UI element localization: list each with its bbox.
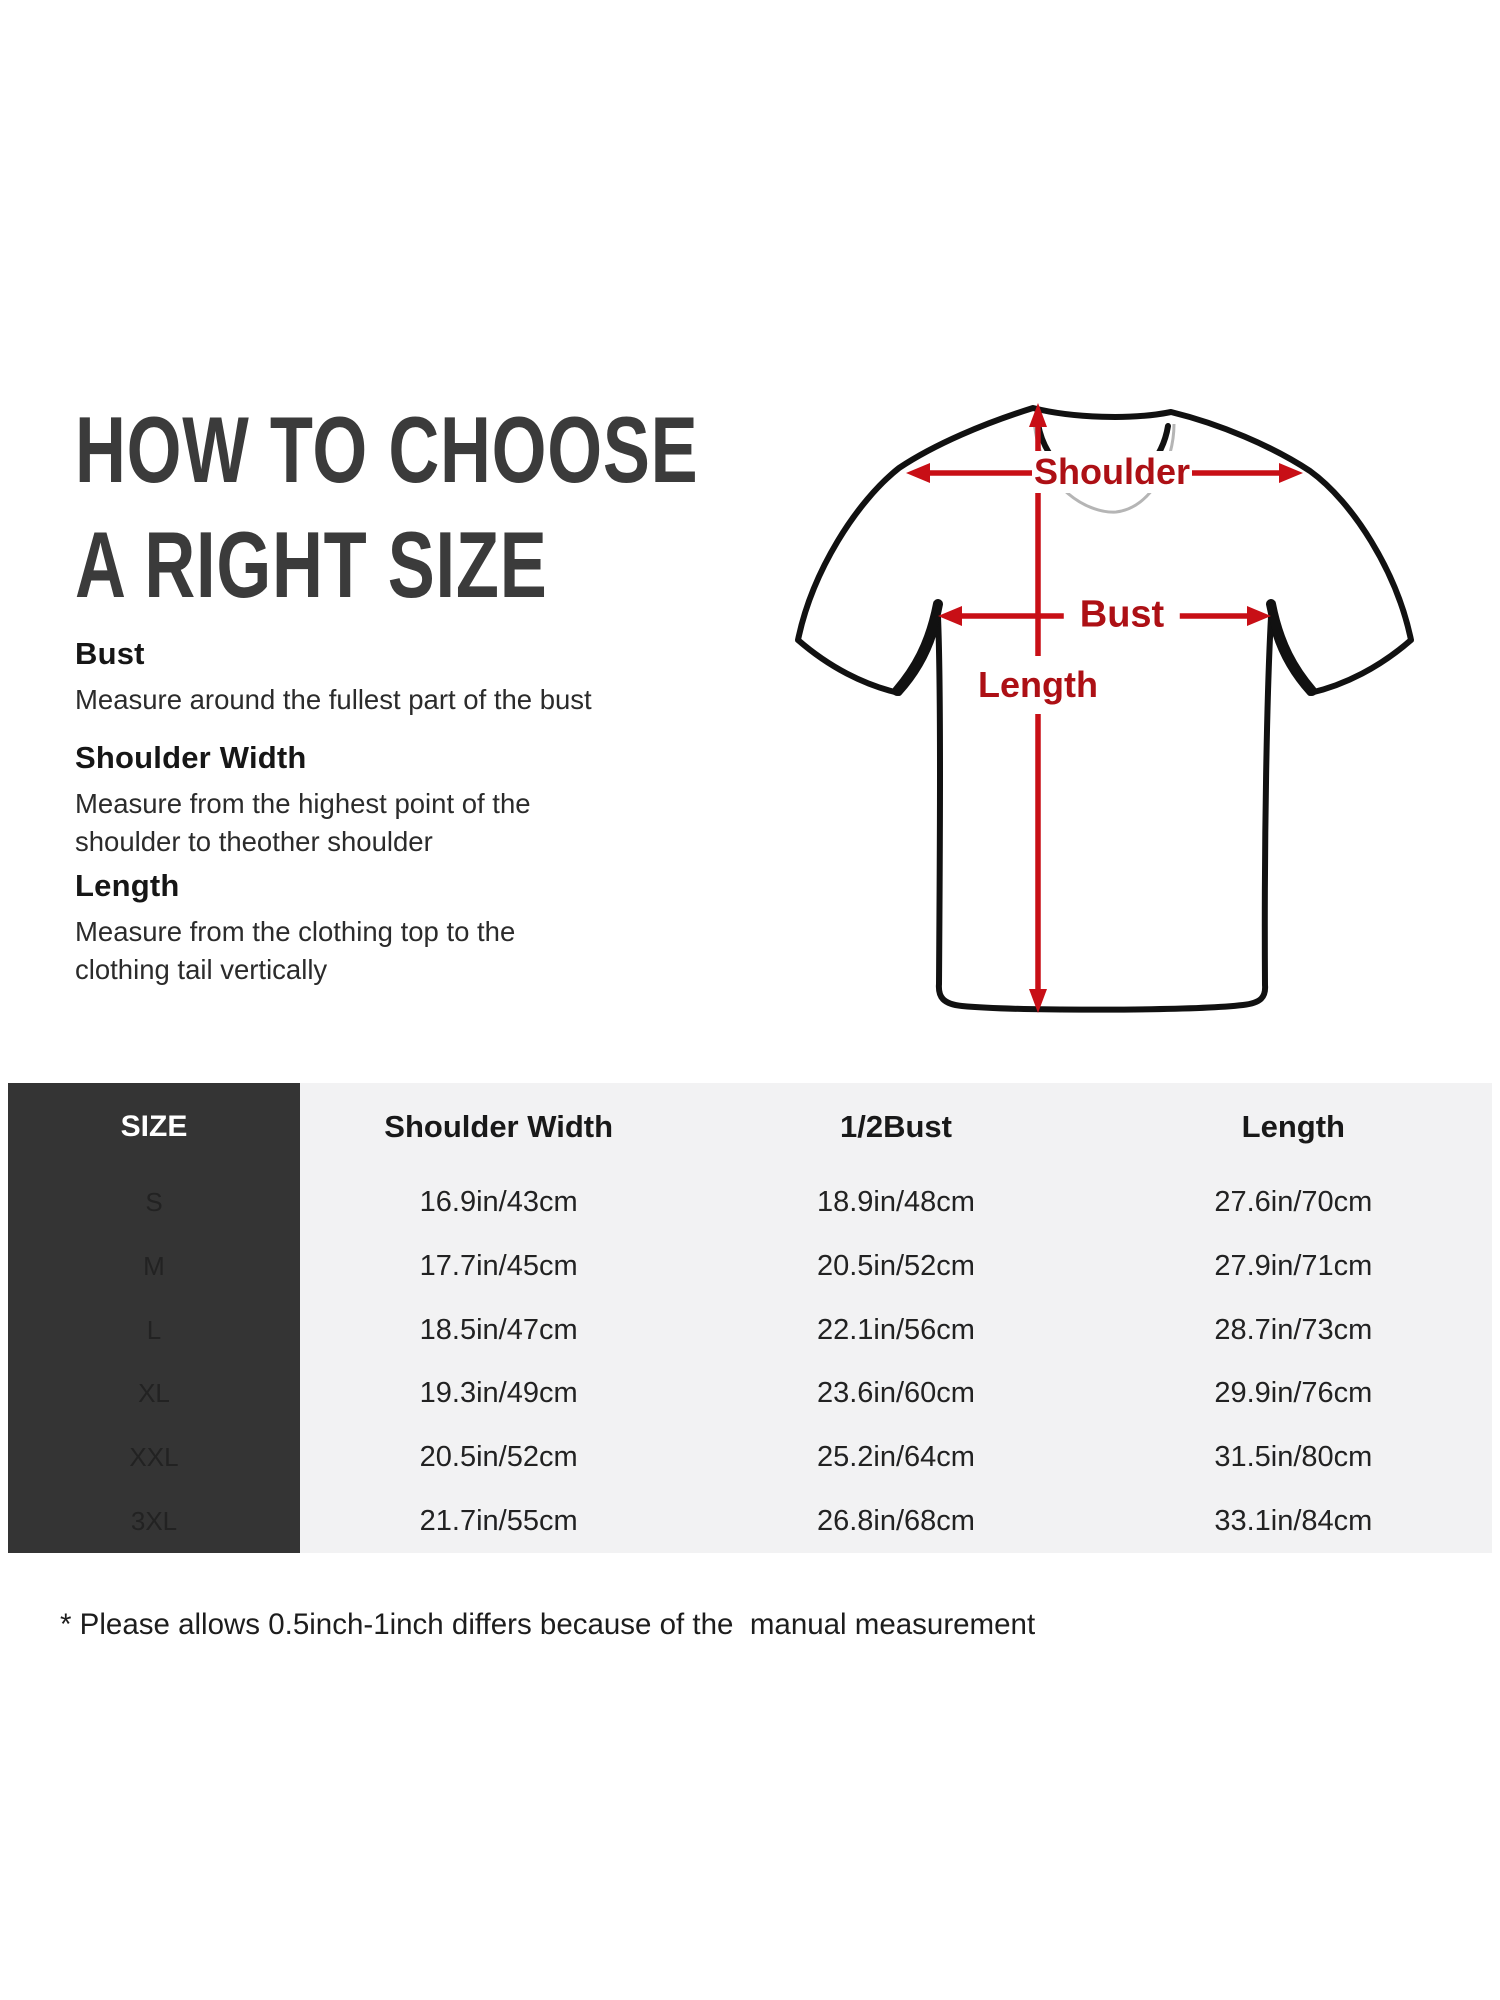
guide-section-bust: Bust Measure around the fullest part of … xyxy=(75,636,592,719)
table-header-shoulder-width: Shoulder Width xyxy=(384,1109,614,1144)
cell-xxl-length: 31.5in/80cm xyxy=(1214,1441,1373,1474)
shoulder-label: Shoulder xyxy=(1031,451,1193,493)
guide-heading-length: Length xyxy=(75,868,180,903)
table-header-half-bust: 1/2Bust xyxy=(840,1109,952,1144)
cell-m-length: 27.9in/71cm xyxy=(1214,1250,1373,1283)
table-header-size: SIZE xyxy=(8,1083,300,1171)
page-title: HOW TO CHOOSE A RIGHT SIZE xyxy=(75,392,698,622)
row-label-s: S xyxy=(8,1171,300,1235)
cell-s-half-bust: 18.9in/48cm xyxy=(816,1186,975,1219)
cell-s-length: 27.6in/70cm xyxy=(1214,1186,1373,1219)
cell-3xl-half-bust: 26.8in/68cm xyxy=(816,1504,975,1537)
guide-section-length: Length Measure from the clothing top to … xyxy=(75,868,515,989)
cell-l-length: 28.7in/73cm xyxy=(1214,1313,1373,1346)
tshirt-outline xyxy=(795,405,1414,1013)
cell-s-shoulder: 16.9in/43cm xyxy=(419,1186,578,1219)
guide-section-shoulder-width: Shoulder Width Measure from the highest … xyxy=(75,740,531,861)
cell-xxl-shoulder: 20.5in/52cm xyxy=(419,1441,578,1474)
row-label-3xl: 3XL xyxy=(8,1489,300,1554)
cell-3xl-shoulder: 21.7in/55cm xyxy=(419,1504,578,1537)
cell-3xl-length: 33.1in/84cm xyxy=(1214,1504,1373,1537)
page-title-line2: A RIGHT SIZE xyxy=(75,512,548,617)
guide-text-shoulder-width-line1: Measure from the highest point of the xyxy=(75,788,531,819)
guide-text-shoulder-width-line2: shoulder to theother shoulder xyxy=(75,826,433,857)
row-label-m: M xyxy=(8,1234,300,1299)
cell-l-shoulder: 18.5in/47cm xyxy=(419,1313,578,1346)
guide-heading-bust: Bust xyxy=(75,636,145,671)
cell-xl-half-bust: 23.6in/60cm xyxy=(816,1377,975,1410)
cell-xl-shoulder: 19.3in/49cm xyxy=(419,1377,578,1410)
tshirt-diagram xyxy=(795,403,1414,1013)
bust-label: Bust xyxy=(1063,593,1181,637)
measurement-footnote: * Please allows 0.5inch-1inch differs be… xyxy=(60,1608,1036,1641)
cell-m-shoulder: 17.7in/45cm xyxy=(419,1250,578,1283)
left-armpit-seam xyxy=(892,599,943,696)
guide-text-length-line1: Measure from the clothing top to the xyxy=(75,916,516,947)
table-header-length: Length xyxy=(1241,1109,1345,1144)
row-label-l: L xyxy=(8,1298,300,1363)
guide-text-bust: Measure around the fullest part of the b… xyxy=(75,684,592,715)
guide-text-length-line2: clothing tail vertically xyxy=(75,954,328,985)
guide-heading-shoulder-width: Shoulder Width xyxy=(75,740,307,775)
cell-m-half-bust: 20.5in/52cm xyxy=(816,1250,975,1283)
length-label: Length xyxy=(976,656,1100,714)
row-label-xxl: XXL xyxy=(8,1425,300,1490)
page-title-line1: HOW TO CHOOSE xyxy=(75,397,699,502)
right-armpit-seam xyxy=(1266,599,1317,696)
size-table: SIZE Shoulder Width 1/2Bust Length S 16.… xyxy=(8,1083,1492,1554)
row-label-xl: XL xyxy=(8,1362,300,1426)
cell-xxl-half-bust: 25.2in/64cm xyxy=(816,1441,975,1474)
cell-l-half-bust: 22.1in/56cm xyxy=(816,1313,975,1346)
cell-xl-length: 29.9in/76cm xyxy=(1214,1377,1373,1410)
